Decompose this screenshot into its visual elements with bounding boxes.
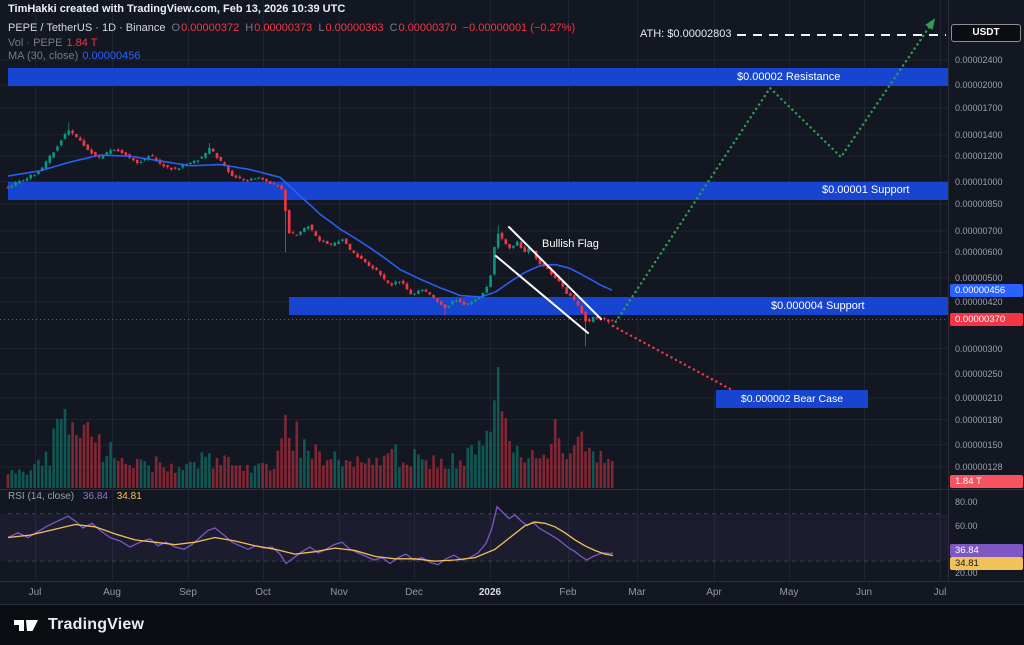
time-axis[interactable]: Jul Aug Sep Oct Nov Dec 2026 Feb Mar Apr May Jun Jul: [0, 581, 1024, 605]
footer-bar: TradingView: [0, 604, 1024, 645]
ma-value: 0.00000456: [82, 50, 141, 62]
price-axis-badge: 1.84 T: [950, 475, 1023, 488]
price-axis-label: 0.00000600: [955, 247, 1003, 257]
symbol-title: PEPE / TetherUS · 1D · Binance: [8, 22, 166, 34]
chart-canvas[interactable]: [0, 0, 948, 582]
panel-separator[interactable]: [0, 489, 1024, 490]
time-axis-label: Jun: [855, 587, 873, 598]
price-axis-label: 0.00002400: [955, 55, 1003, 65]
price-axis-label: 0.00001200: [955, 151, 1003, 161]
time-axis-label: Apr: [706, 587, 722, 598]
bullish-flag-label: Bullish Flag: [542, 238, 599, 250]
rsi-axis-label: 80.00: [955, 497, 978, 507]
time-axis-label: Dec: [405, 587, 423, 598]
price-axis-label: 0.00001000: [955, 177, 1003, 187]
price-axis-label: 0.00001400: [955, 130, 1003, 140]
bull-arrow-head: [925, 18, 936, 30]
price-axis-badge: 0.00000456: [950, 284, 1023, 297]
time-axis-label: Mar: [628, 587, 646, 598]
bear-projection-line: [611, 324, 747, 399]
level-bands-layer: [8, 68, 948, 315]
low-value: 0.00000363: [325, 22, 384, 34]
volume-label: Vol · PEPE: [8, 37, 63, 49]
low-label: L: [318, 22, 325, 34]
time-axis-label: Sep: [179, 587, 197, 598]
bear-case-box: $0.000002 Bear Case: [716, 390, 868, 408]
open-label: O: [171, 22, 181, 34]
ma30-line: [7, 154, 613, 298]
high-label: H: [245, 22, 254, 34]
close-label: C: [389, 22, 398, 34]
rsi-ma-value: 34.81: [116, 491, 142, 502]
rsi-value: 36.84: [82, 491, 108, 502]
volume-layer: [6, 367, 614, 488]
price-axis-label: 0.00000500: [955, 273, 1003, 283]
price-axis-label: 0.00000180: [955, 415, 1003, 425]
tradingview-logo-icon[interactable]: [12, 615, 40, 635]
price-axis[interactable]: USDT 0.00002400 0.00002000 0.00001700 0.000…: [948, 0, 1024, 581]
bull-projection-line: [611, 18, 936, 328]
open-value: 0.00000372: [181, 22, 240, 34]
ath-label: ATH: $0.00002803: [640, 28, 732, 40]
price-axis-label: 0.00000850: [955, 199, 1003, 209]
volume-value: 1.84 T: [66, 37, 98, 49]
price-axis-label: 0.00000250: [955, 369, 1003, 379]
ma-label: MA (30, close): [8, 50, 79, 62]
time-axis-label: 2026: [478, 587, 502, 598]
price-axis-label: 0.00000210: [955, 393, 1003, 403]
price-axis-label: 0.00000700: [955, 226, 1003, 236]
price-axis-label: 0.00002000: [955, 80, 1003, 90]
rsi-label: RSI (14, close): [8, 491, 75, 502]
close-value: 0.00000370: [398, 22, 457, 34]
price-axis-label: 0.00000300: [955, 344, 1003, 354]
time-axis-label: Nov: [330, 587, 348, 598]
rsi-legend: RSI (14, close) 36.84 34.81: [8, 491, 142, 502]
time-axis-label: Jul: [933, 587, 947, 598]
change-value: −0.00000001 (−0.27%): [462, 22, 576, 34]
time-axis-label: Aug: [103, 587, 121, 598]
candles-layer: [6, 122, 614, 347]
price-axis-label: 0.00000128: [955, 462, 1003, 472]
currency-toggle-button[interactable]: USDT: [951, 24, 1021, 42]
rsi-axis-label: 20.00: [955, 568, 978, 578]
price-axis-label: 0.00001700: [955, 103, 1003, 113]
resistance-label: $0.00002 Resistance: [737, 71, 841, 83]
flag-channel-line: [508, 226, 602, 320]
time-axis-label: Oct: [255, 587, 271, 598]
price-axis-badge: 0.00000370: [950, 313, 1023, 326]
time-axis-label: Jul: [28, 587, 42, 598]
price-axis-label: 0.00000150: [955, 440, 1003, 450]
volume-legend: Vol · PEPE 1.84 T: [8, 37, 103, 49]
flag-channel-line: [495, 255, 589, 334]
grid-layer: [0, 0, 948, 581]
rsi-ma-line: [7, 521, 614, 562]
high-value: 0.00000373: [254, 22, 313, 34]
time-axis-label: May: [779, 587, 799, 598]
rsi-axis-badge: 34.81: [950, 557, 1023, 570]
time-axis-label: Feb: [559, 587, 577, 598]
rsi-line: [7, 505, 614, 566]
rsi-axis-label: 60.00: [955, 521, 978, 531]
bear-case-label: $0.000002 Bear Case: [740, 393, 844, 405]
attribution-text: TimHakki created with TradingView.com, F…: [8, 3, 346, 15]
tradingview-wordmark[interactable]: TradingView: [48, 616, 145, 633]
symbol-legend[interactable]: PEPE / TetherUS · 1D · Binance O0.0000037…: [8, 22, 581, 34]
rsi-axis-badge: 36.84: [950, 544, 1023, 557]
price-axis-label: 0.00000420: [955, 297, 1003, 307]
ma-legend: MA (30, close) 0.00000456: [8, 50, 147, 62]
support2-label: $0.000004 Support: [771, 300, 865, 312]
support1-label: $0.00001 Support: [822, 184, 910, 196]
